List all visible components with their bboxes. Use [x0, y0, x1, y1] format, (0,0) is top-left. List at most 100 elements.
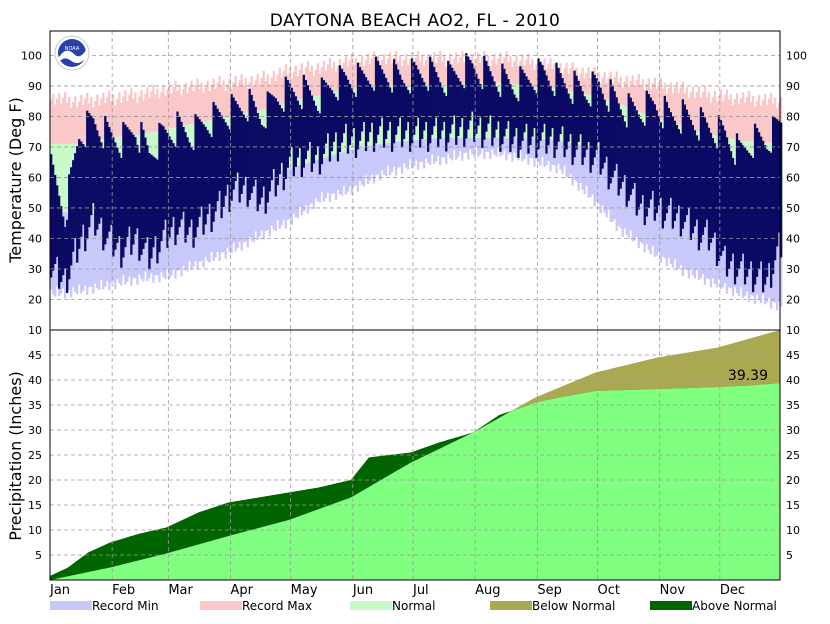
observed-bar [88, 113, 91, 228]
observed-bar [613, 91, 616, 171]
observed-bar [132, 134, 135, 245]
record-max-bar [439, 50, 442, 86]
record-max-bar [513, 61, 516, 85]
record-max-bar [306, 61, 310, 98]
record-max-bar [635, 79, 638, 111]
observed-bar [50, 154, 53, 278]
observed-bar [76, 146, 79, 263]
observed-bar [523, 73, 526, 133]
observed-bar [629, 97, 632, 195]
observed-bar [376, 60, 380, 135]
record-max-bar [605, 83, 608, 100]
record-max-bar [238, 80, 241, 115]
record-min-bar [182, 192, 185, 266]
record-max-bar [569, 68, 572, 92]
record-max-bar [204, 86, 207, 122]
observed-bar [136, 144, 139, 229]
record-min-bar [587, 146, 590, 198]
observed-bar [404, 86, 408, 131]
record-min-bar [350, 149, 354, 195]
observed-bar [230, 94, 233, 201]
record-max-bar [525, 59, 528, 86]
observed-bar [314, 105, 318, 155]
record-max-bar [82, 105, 85, 144]
record-max-bar [78, 101, 81, 144]
temperature-tick-label-left: 70 [28, 141, 42, 154]
observed-bar [296, 100, 299, 158]
record-min-bar [541, 139, 544, 157]
record-max-bar [316, 63, 320, 96]
record-max-bar [587, 67, 590, 95]
observed-bar [501, 63, 504, 145]
record-min-bar [312, 160, 316, 210]
observed-bar [735, 133, 739, 277]
record-min-bar [623, 161, 626, 229]
record-min-bar [334, 154, 338, 201]
record-max-bar [517, 66, 520, 85]
record-min-bar [268, 174, 271, 237]
record-min-bar [533, 138, 536, 167]
record-min-bar [136, 205, 139, 285]
record-min-bar [601, 151, 604, 206]
record-max-bar [417, 50, 420, 86]
observed-bar [609, 79, 612, 184]
record-min-bar [198, 189, 201, 262]
record-max-bar [368, 64, 372, 87]
record-min-bar [258, 177, 261, 237]
observed-bar [733, 164, 737, 285]
record-min-bar [561, 141, 564, 174]
observed-bar [637, 114, 640, 210]
precipitation-tick-label-left: 20 [28, 474, 42, 487]
observed-bar [577, 80, 580, 142]
observed-bar [591, 71, 594, 166]
observed-bar [513, 94, 516, 137]
record-max-bar [164, 95, 167, 130]
record-max-bar [328, 57, 332, 94]
observed-bar [324, 82, 328, 144]
legend-label: Record Min [92, 599, 159, 613]
record-min-bar [342, 151, 346, 186]
observed-bar [775, 119, 779, 247]
observed-bar [144, 137, 147, 244]
record-max-bar [677, 93, 681, 125]
record-max-bar [445, 66, 448, 86]
observed-bar [723, 130, 727, 246]
observed-bar [238, 107, 241, 203]
observed-bar [535, 93, 538, 158]
record-min-bar [394, 142, 398, 176]
observed-bar [370, 87, 374, 123]
observed-bar [338, 65, 342, 152]
record-max-bar [350, 53, 354, 89]
observed-bar [471, 63, 474, 112]
record-max-bar [551, 69, 554, 89]
record-min-bar [575, 144, 578, 182]
observed-bar [777, 120, 781, 233]
record-min-bar [673, 186, 677, 260]
record-max-bar [112, 94, 115, 138]
record-max-bar [274, 81, 277, 106]
observed-bar [651, 100, 654, 191]
record-max-bar [639, 84, 642, 113]
observed-bar [180, 121, 183, 220]
record-min-bar [443, 137, 446, 158]
observed-bar [711, 138, 715, 238]
record-min-bar [609, 155, 612, 222]
observed-bar [667, 107, 670, 206]
observed-bar [771, 115, 775, 275]
record-max-bar [180, 95, 183, 127]
observed-bar [521, 69, 524, 141]
observed-bar [276, 101, 279, 186]
record-min-bar [471, 137, 474, 155]
record-max-bar [767, 98, 771, 143]
observed-bar [687, 114, 691, 209]
observed-bar [336, 100, 340, 162]
observed-bar [643, 125, 646, 226]
observed-bar [148, 153, 151, 270]
record-min-bar [675, 187, 679, 271]
observed-bar [410, 58, 414, 144]
record-max-bar [457, 63, 460, 85]
observed-bar [160, 124, 163, 242]
observed-bar [543, 70, 546, 124]
record-max-bar [260, 77, 263, 110]
